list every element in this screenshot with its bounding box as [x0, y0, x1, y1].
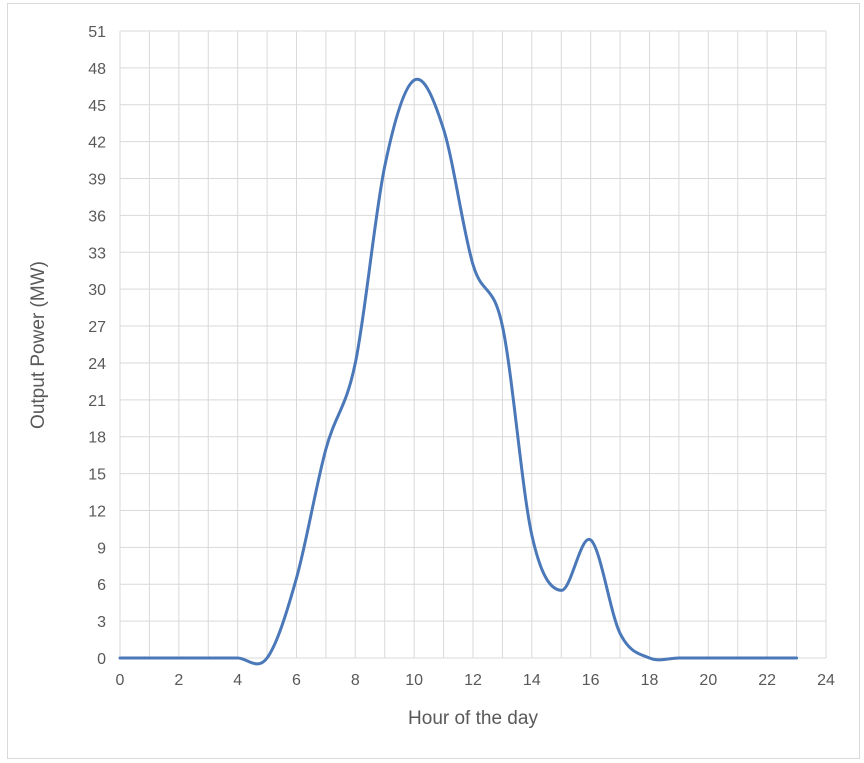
- y-tick-label: 33: [88, 245, 106, 262]
- y-axis-title: Output Power (MW): [28, 261, 49, 429]
- y-tick-label: 15: [88, 467, 106, 484]
- y-tick-label: 27: [88, 319, 106, 336]
- x-tick-label: 10: [405, 672, 423, 689]
- x-tick-label: 2: [174, 672, 183, 689]
- y-tick-label: 45: [88, 98, 106, 115]
- y-tick-label: 18: [88, 430, 106, 447]
- x-tick-label: 20: [699, 672, 717, 689]
- y-tick-label: 48: [88, 61, 106, 78]
- x-axis-ticks: 0 2 4 6 8 10 12 14 16 18 20 22 24: [116, 672, 835, 689]
- x-tick-label: 22: [758, 672, 776, 689]
- x-tick-label: 8: [351, 672, 360, 689]
- series-line: [118, 77, 799, 666]
- y-tick-label: 21: [88, 393, 106, 410]
- y-tick-label: 51: [88, 24, 106, 41]
- y-tick-label: 9: [97, 540, 106, 557]
- y-tick-label: 42: [88, 135, 106, 152]
- x-axis-title: Hour of the day: [408, 708, 538, 729]
- x-tick-label: 14: [523, 672, 541, 689]
- y-tick-label: 36: [88, 208, 106, 225]
- y-tick-label: 6: [97, 577, 106, 594]
- y-tick-label: 39: [88, 172, 106, 189]
- gridlines: [119, 30, 827, 659]
- x-tick-label: 24: [817, 672, 835, 689]
- x-tick-label: 12: [464, 672, 482, 689]
- y-tick-label: 3: [97, 614, 106, 631]
- y-tick-label: 12: [88, 503, 106, 520]
- y-tick-label: 24: [88, 356, 106, 373]
- x-tick-label: 16: [582, 672, 600, 689]
- y-tick-label: 0: [97, 651, 106, 668]
- x-tick-label: 0: [116, 672, 125, 689]
- x-tick-label: 18: [641, 672, 659, 689]
- y-tick-label: 30: [88, 282, 106, 299]
- x-tick-label: 4: [233, 672, 242, 689]
- x-tick-label: 6: [292, 672, 301, 689]
